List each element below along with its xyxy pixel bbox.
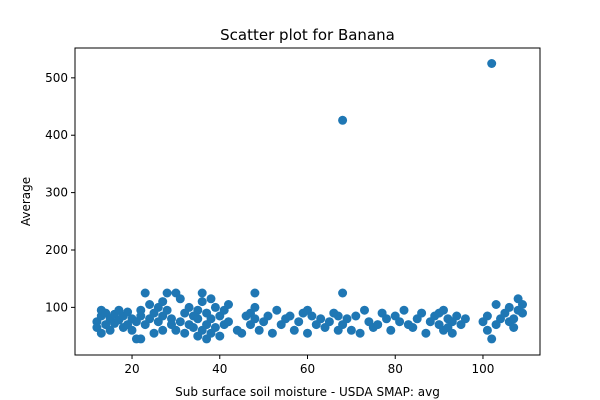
- data-point: [518, 300, 527, 309]
- data-point: [145, 300, 155, 309]
- data-point: [316, 314, 326, 324]
- chart-title: Scatter plot for Banana: [220, 26, 395, 44]
- data-point: [162, 305, 172, 315]
- data-point: [96, 328, 106, 338]
- x-axis-ticks: 20 40 60 80 100: [124, 355, 494, 376]
- data-point: [382, 314, 391, 324]
- data-point: [285, 311, 295, 321]
- x-tick-label: 40: [212, 362, 227, 376]
- data-point: [333, 311, 343, 321]
- data-point: [460, 314, 470, 324]
- data-point: [158, 297, 168, 307]
- data-point: [250, 302, 260, 312]
- data-point: [417, 308, 427, 318]
- data-point: [487, 334, 497, 344]
- data-point: [272, 305, 282, 315]
- data-point: [351, 311, 361, 321]
- data-point: [421, 328, 431, 338]
- data-point: [149, 328, 159, 338]
- data-point: [504, 302, 514, 312]
- data-point: [303, 328, 312, 338]
- data-point: [338, 115, 348, 125]
- data-point: [215, 331, 225, 341]
- data-point: [360, 305, 369, 315]
- data-point: [408, 323, 418, 332]
- data-point: [254, 325, 264, 335]
- y-axis-ticks: 100 200 300 400 500: [45, 71, 75, 314]
- data-point: [162, 288, 172, 298]
- data-point: [294, 317, 304, 327]
- data-point: [342, 314, 352, 324]
- data-point: [386, 325, 396, 335]
- data-point: [224, 300, 233, 309]
- data-point: [487, 59, 497, 68]
- data-point: [210, 302, 220, 312]
- x-tick-label: 60: [300, 362, 315, 376]
- data-point: [105, 325, 115, 335]
- data-point: [136, 334, 146, 344]
- data-point: [355, 328, 365, 338]
- data-point: [452, 311, 462, 321]
- data-point: [127, 325, 137, 335]
- data-point: [482, 325, 492, 335]
- data-point: [184, 302, 194, 312]
- data-point: [324, 317, 334, 327]
- data-point: [167, 314, 176, 324]
- data-point: [180, 328, 190, 338]
- data-point: [237, 328, 247, 338]
- data-point: [346, 325, 356, 335]
- data-point: [395, 317, 405, 327]
- data-points: [92, 59, 527, 344]
- x-tick-label: 20: [124, 362, 139, 376]
- data-point: [197, 288, 207, 298]
- y-axis-label: Average: [19, 177, 33, 226]
- data-point: [491, 300, 501, 309]
- data-point: [447, 328, 457, 338]
- x-tick-label: 100: [472, 362, 495, 376]
- y-tick-label: 400: [45, 128, 68, 142]
- data-point: [123, 307, 133, 317]
- data-point: [206, 294, 216, 304]
- data-point: [307, 311, 317, 321]
- data-point: [373, 320, 383, 330]
- data-point: [193, 305, 203, 315]
- x-tick-label: 80: [388, 362, 403, 376]
- data-point: [188, 323, 198, 332]
- data-point: [250, 288, 260, 298]
- y-tick-label: 300: [45, 186, 68, 200]
- data-point: [224, 317, 233, 327]
- data-point: [193, 314, 203, 324]
- data-point: [136, 311, 146, 321]
- data-point: [482, 311, 492, 321]
- x-axis-label: Sub surface soil moisture - USDA SMAP: a…: [175, 385, 440, 399]
- y-tick-label: 200: [45, 243, 68, 257]
- data-point: [289, 325, 299, 335]
- data-point: [250, 314, 260, 324]
- data-point: [267, 328, 277, 338]
- data-point: [263, 311, 273, 321]
- data-point: [175, 294, 185, 304]
- data-point: [206, 314, 216, 324]
- data-point: [171, 325, 181, 335]
- y-tick-label: 500: [45, 71, 68, 85]
- data-point: [439, 305, 448, 315]
- data-point: [518, 308, 527, 318]
- data-point: [197, 297, 207, 307]
- data-point: [338, 288, 348, 298]
- data-point: [140, 288, 150, 298]
- data-point: [175, 317, 185, 327]
- data-point: [158, 325, 168, 335]
- data-point: [210, 323, 220, 332]
- y-tick-label: 100: [45, 300, 68, 314]
- data-point: [509, 314, 519, 324]
- data-point: [509, 323, 519, 332]
- data-point: [399, 305, 409, 315]
